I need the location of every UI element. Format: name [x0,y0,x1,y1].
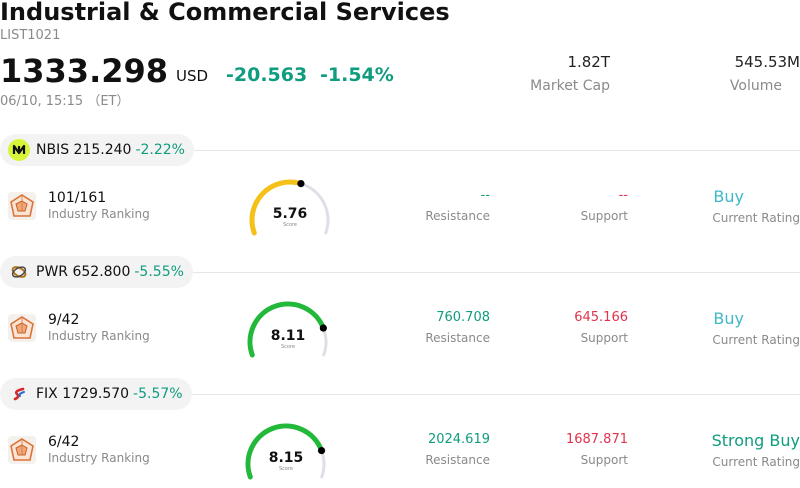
gauge-fill [247,301,326,358]
current-rating-label: Current Rating [712,455,800,469]
resistance-value: -- [480,188,490,203]
score-value: 8.11 [271,328,306,344]
quote-datetime: 06/10, 15:15 （ET） [0,94,130,109]
score-label: Score [283,222,297,228]
industry-ranking-value: 6/42 [48,434,80,450]
gauge-pointer [319,324,327,332]
price-change-percent: -1.54% [320,64,394,86]
support-value: -- [618,188,628,203]
row-divider [0,150,800,151]
price-change: -20.563 [226,64,308,86]
stock-symbol: FIX [36,386,58,402]
support-label: Support [580,453,628,467]
stock-symbol: NBIS [36,142,70,158]
stock-price: 1729.570 [62,386,130,402]
stock-chip-fix[interactable]: FIX 1729.570 -5.57% [0,378,192,410]
currency-label: USD [176,67,209,85]
stock-change-percent: -2.22% [135,142,185,158]
gauge-pointer [317,446,326,455]
index-code: LIST1021 [0,28,61,43]
current-rating-label: Current Rating [712,333,800,347]
resistance-label: Resistance [425,331,490,345]
stock-change-percent: -5.57% [133,386,183,402]
index-price: 1333.298 [0,52,169,90]
stock-chip-nbis[interactable]: NBIS 215.240 -2.22% [0,134,194,166]
current-rating-value: Buy [713,309,744,328]
resistance-label: Resistance [425,453,490,467]
industry-ranking-value: 9/42 [48,312,80,328]
gauge-fill [249,179,304,236]
industry-ranking-icon [8,192,36,220]
volume-value: 545.53M [734,53,800,71]
stock-price: 652.800 [72,264,131,280]
stock-price: 215.240 [73,142,132,158]
score-value: 5.76 [273,206,308,222]
stock-symbol: PWR [36,264,69,280]
quanta-logo-icon [8,261,30,283]
score-value: 8.15 [269,450,304,466]
stock-chip-pwr[interactable]: PWR 652.800 -5.55% [0,256,193,288]
resistance-value: 760.708 [436,310,490,325]
resistance-label: Resistance [425,209,490,223]
support-label: Support [580,331,628,345]
industry-ranking-icon [8,314,36,342]
industry-ranking-label: Industry Ranking [48,207,150,221]
market-cap-value: 1.82T [567,53,610,71]
page-title: Industrial & Commercial Services [0,0,450,26]
resistance-value: 2024.619 [427,432,490,447]
volume-label: Volume [729,78,782,94]
row-divider [0,272,800,273]
row-divider [0,394,800,395]
gauge-pointer [297,180,305,188]
industry-ranking-icon [8,436,36,464]
nebius-logo-icon [8,139,30,161]
current-rating-value: Buy [713,187,744,206]
industry-ranking-label: Industry Ranking [48,451,150,465]
support-value: 1687.871 [565,432,628,447]
industry-ranking-label: Industry Ranking [48,329,150,343]
industry-ranking-value: 101/161 [48,190,107,206]
support-value: 645.166 [574,310,628,325]
stock-change-percent: -5.55% [134,264,184,280]
market-cap-label: Market Cap [530,78,610,94]
comfort-systems-logo-icon [8,383,30,405]
score-label: Score [281,344,295,350]
current-rating-label: Current Rating [712,211,800,225]
gauge-fill [245,423,325,480]
current-rating-value: Strong Buy [711,431,800,450]
score-label: Score [279,466,293,472]
support-label: Support [580,209,628,223]
